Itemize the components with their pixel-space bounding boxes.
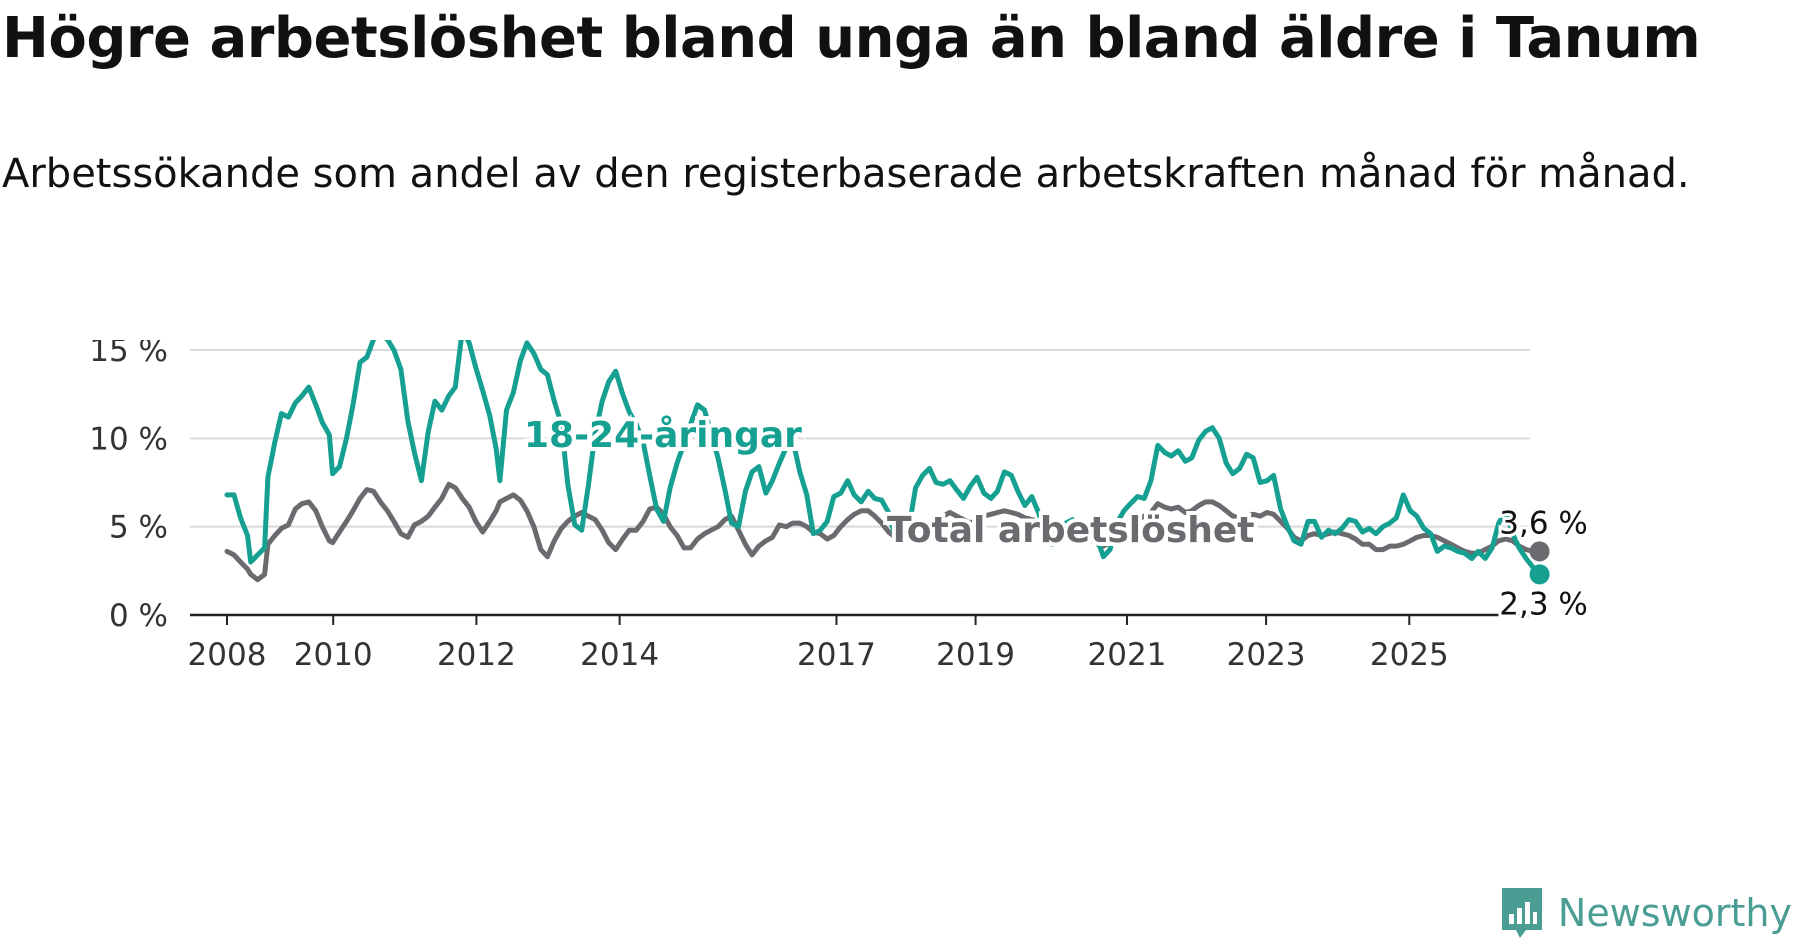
series-lines	[224, 340, 1550, 585]
y-tick-label: 5 %	[109, 510, 168, 546]
chart-title: Högre arbetslöshet bland unga än bland ä…	[2, 6, 1701, 71]
x-tick-label: 2025	[1370, 637, 1449, 673]
newsworthy-brand: Newsworthy	[1498, 878, 1792, 948]
x-axis: 2008 2010 2012 2014 2017 2019 2021 2023 2025	[188, 615, 1449, 673]
gridlines	[190, 349, 1530, 617]
x-tick-label: 2010	[294, 637, 373, 673]
x-tick-label: 2008	[188, 637, 267, 673]
x-tick-label: 2019	[936, 637, 1015, 673]
y-tick-label: 0 %	[109, 598, 168, 634]
y-tick-label: 15 %	[89, 340, 168, 369]
series-label-youth: 18-24-åringar	[524, 415, 802, 456]
end-label-total: 3,6 %	[1499, 505, 1588, 541]
brand-name: Newsworthy	[1557, 891, 1792, 935]
y-tick-label: 10 %	[89, 421, 168, 457]
series-label-total: Total arbetslöshet	[887, 510, 1255, 551]
end-point-youth	[1529, 564, 1550, 585]
chart-subtitle: Arbetssökande som andel av den registerb…	[2, 151, 1690, 197]
end-point-total	[1529, 541, 1550, 562]
newsworthy-logo-icon	[1501, 888, 1542, 938]
end-label-youth: 2,3 %	[1499, 586, 1588, 622]
x-tick-label: 2014	[580, 637, 659, 673]
x-tick-label: 2021	[1088, 637, 1167, 673]
series-labels: 3,6 % 2,3 % 18-24-åringar Total arbetslöshe…	[520, 411, 1591, 625]
line-chart: 0 %5 %10 %15 % 2008 2010 2012 2014 2017 2019 2…	[89, 340, 1591, 673]
y-axis: 0 % 5 % 10 % 15 %	[89, 340, 168, 634]
x-tick-label: 2012	[437, 637, 516, 673]
x-tick-label: 2023	[1227, 637, 1306, 673]
x-tick-label: 2017	[797, 637, 876, 673]
series-line-youth	[224, 340, 1543, 577]
